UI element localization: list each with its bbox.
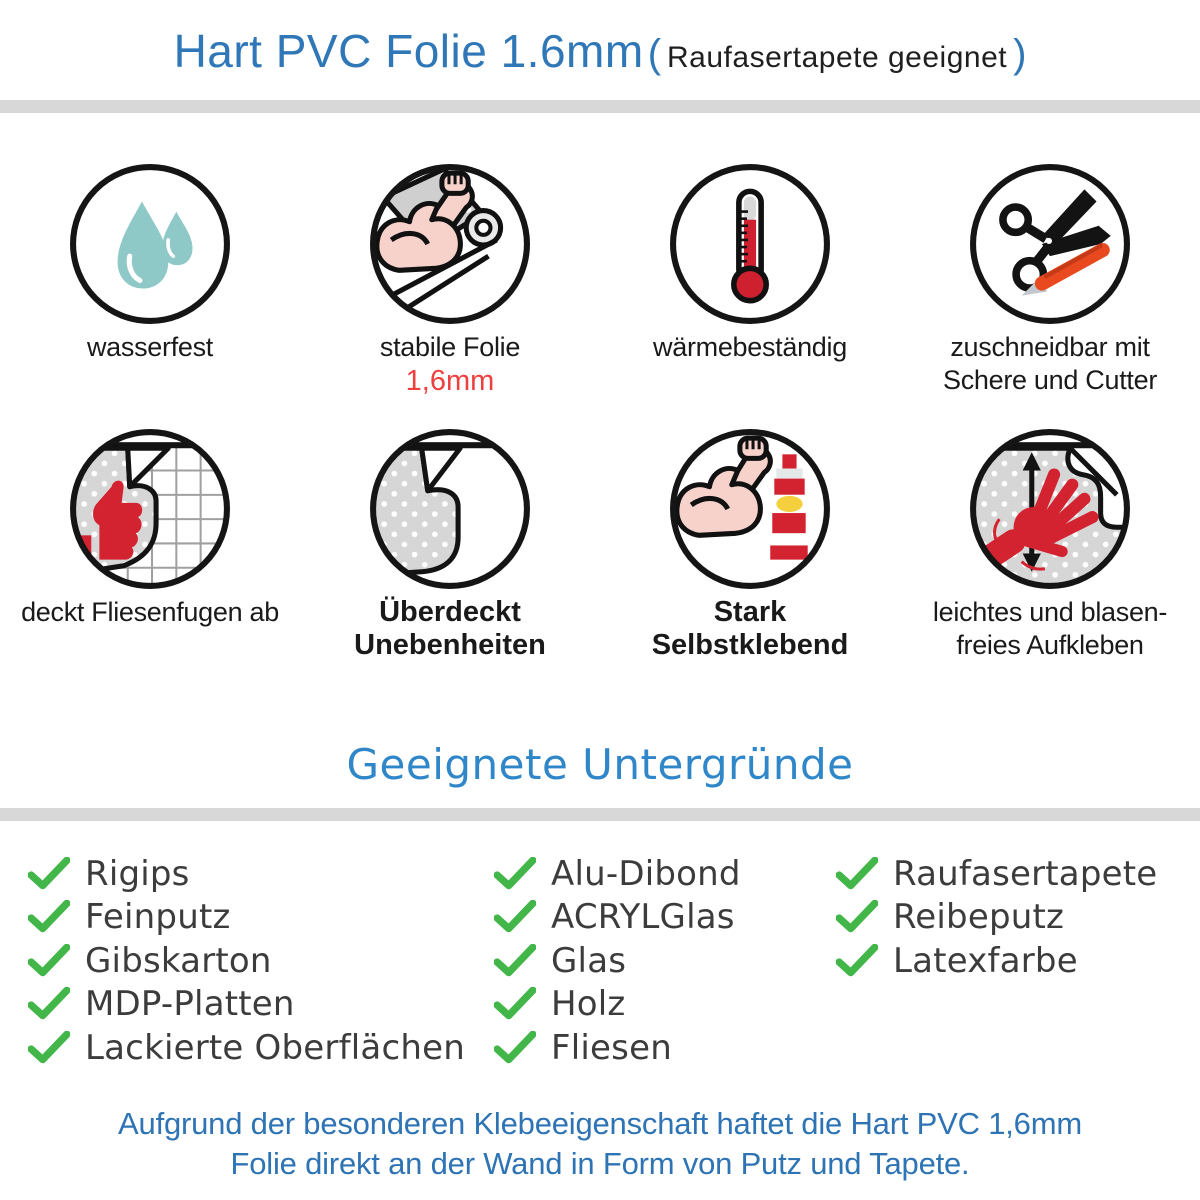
- footer-note: Aufgrund der besonderen Klebeeigenschaft…: [0, 1104, 1200, 1184]
- scissors-cutter-icon: [970, 164, 1130, 324]
- check-icon: [494, 943, 536, 976]
- list-item: ACRYLGlas: [494, 896, 741, 940]
- feature-label: deckt Fliesenfugen ab: [21, 597, 279, 627]
- surfaces-column-3: Raufasertapete Reibeputz Latexfarbe: [836, 852, 1157, 983]
- footer-line-2: Folie direkt an der Wand in Form von Put…: [230, 1146, 970, 1181]
- check-icon: [836, 943, 878, 976]
- check-icon: [28, 1030, 70, 1063]
- feature-waterproof: wasserfest: [0, 163, 300, 398]
- feature-bubble-free: leichtes und blasen- freies Aufkleben: [900, 428, 1200, 662]
- water-drops-icon: [70, 164, 230, 324]
- feature-stable-foil: stabile Folie 1,6mm: [300, 163, 600, 398]
- list-item: Rigips: [28, 852, 465, 896]
- feature-row-2: deckt Fliesenfugen ab Überdeckt Unebenhe…: [0, 428, 1200, 662]
- title-paren-close: ): [1013, 32, 1027, 76]
- check-icon: [494, 987, 536, 1020]
- check-icon: [28, 900, 70, 933]
- check-icon: [494, 1030, 536, 1063]
- check-icon: [28, 987, 70, 1020]
- list-item: Reibeputz: [836, 896, 1157, 940]
- feature-label: wärmebeständig: [653, 332, 847, 362]
- feature-label: Überdeckt Unebenheiten: [354, 596, 546, 661]
- check-icon: [28, 856, 70, 889]
- feature-label: leichtes und blasen- freies Aufkleben: [932, 597, 1168, 660]
- surfaces-heading: Geeignete Untergründe: [346, 740, 854, 789]
- feature-label: wasserfest: [86, 332, 214, 362]
- list-item: Gibskarton: [28, 939, 465, 983]
- list-item: Latexfarbe: [836, 939, 1157, 983]
- check-icon: [494, 856, 536, 889]
- feature-label: zuschneidbar mit Schere und Cutter: [942, 332, 1158, 395]
- divider-top: [0, 100, 1200, 113]
- list-item: Lackierte Oberflächen: [28, 1026, 465, 1070]
- muscle-glue-icon: [670, 429, 830, 589]
- list-item: Alu-Dibond: [494, 852, 741, 896]
- title-note: Raufasertapete geeignet: [667, 41, 1008, 74]
- list-item: Raufasertapete: [836, 852, 1157, 896]
- hand-smooth-icon: [970, 429, 1130, 589]
- feature-covers-tile-joints: deckt Fliesenfugen ab: [0, 428, 300, 662]
- thermometer-icon: [670, 164, 830, 324]
- divider-middle: [0, 808, 1200, 821]
- feature-cuttable: zuschneidbar mit Schere und Cutter: [900, 163, 1200, 398]
- list-item: Glas: [494, 939, 741, 983]
- list-item: Fliesen: [494, 1026, 741, 1070]
- feature-row-1: wasserfest stabile Folie 1,6mm: [0, 163, 1200, 398]
- check-icon: [836, 900, 878, 933]
- footer-line-1: Aufgrund der besonderen Klebeeigenschaft…: [118, 1106, 1082, 1141]
- list-item: MDP-Platten: [28, 983, 465, 1027]
- tile-joints-thumb-icon: [70, 429, 230, 589]
- feature-label: Stark Selbstklebend: [651, 596, 849, 661]
- feature-thickness-label: 1,6mm: [405, 365, 495, 397]
- check-icon: [494, 900, 536, 933]
- list-item: Holz: [494, 983, 741, 1027]
- feature-heat-resistant: wärmebeständig: [600, 163, 900, 398]
- check-icon: [28, 943, 70, 976]
- feature-label: stabile Folie: [379, 332, 521, 362]
- foil-fold-icon: [370, 429, 530, 589]
- surfaces-column-1: Rigips Feinputz Gibskarton MDP-Platten L…: [28, 852, 465, 1070]
- title-paren-open: (: [647, 32, 662, 76]
- list-item: Feinputz: [28, 896, 465, 940]
- surfaces-column-2: Alu-Dibond ACRYLGlas Glas Holz Fliesen: [494, 852, 741, 1070]
- title-main: Hart PVC Folie 1.6mm: [173, 25, 644, 77]
- feature-self-adhesive: Stark Selbstklebend: [600, 428, 900, 662]
- feature-covers-unevenness: Überdeckt Unebenheiten: [300, 428, 600, 662]
- muscle-foil-icon: [370, 164, 530, 324]
- page-title: Hart PVC Folie 1.6mm ( Raufasertapete ge…: [0, 24, 1200, 78]
- check-icon: [836, 856, 878, 889]
